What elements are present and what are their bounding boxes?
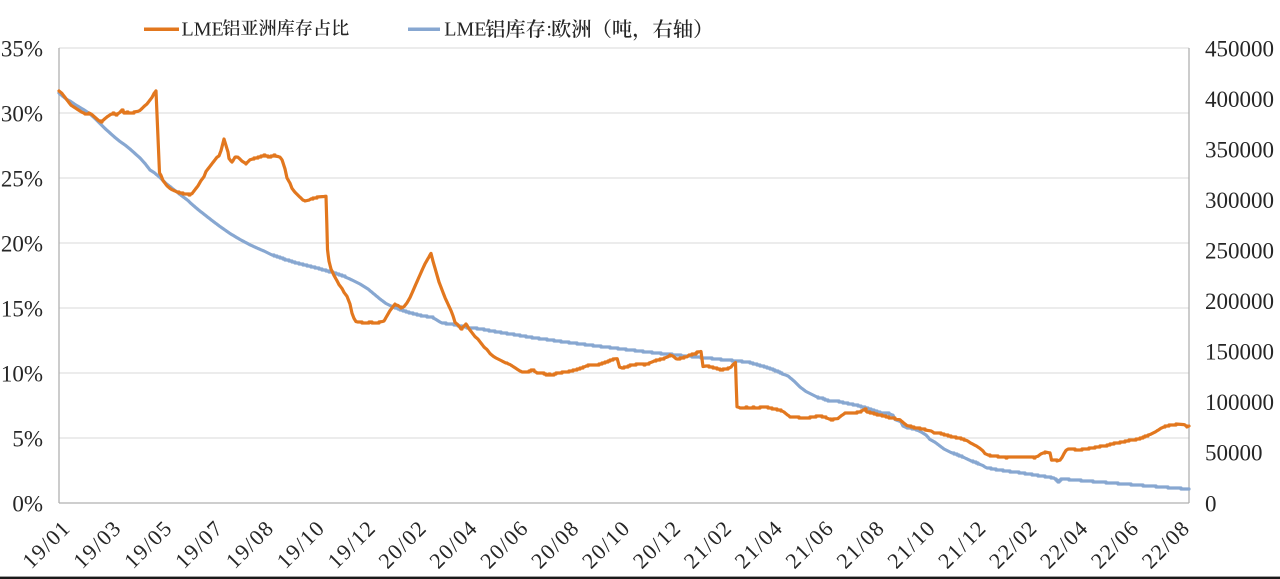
svg-text:15%: 15% <box>1 296 43 321</box>
svg-text:25%: 25% <box>1 166 43 191</box>
svg-text:350000: 350000 <box>1205 137 1274 162</box>
svg-text:150000: 150000 <box>1205 340 1274 365</box>
svg-text:50000: 50000 <box>1205 441 1263 466</box>
svg-text:250000: 250000 <box>1205 239 1274 264</box>
svg-text:0: 0 <box>1205 491 1217 516</box>
svg-text:400000: 400000 <box>1205 87 1274 112</box>
svg-text:0%: 0% <box>12 491 43 516</box>
svg-text:35%: 35% <box>1 36 43 61</box>
svg-text:20%: 20% <box>1 231 43 256</box>
svg-text:LME: LME <box>182 19 224 41</box>
svg-text:200000: 200000 <box>1205 289 1274 314</box>
svg-text::: : <box>546 19 552 41</box>
svg-text:5%: 5% <box>12 426 43 451</box>
svg-text:300000: 300000 <box>1205 188 1274 213</box>
svg-text:100000: 100000 <box>1205 390 1274 415</box>
svg-text:LME: LME <box>444 19 486 41</box>
svg-text:450000: 450000 <box>1205 36 1274 61</box>
svg-text:10%: 10% <box>1 361 43 386</box>
svg-text:30%: 30% <box>1 101 43 126</box>
